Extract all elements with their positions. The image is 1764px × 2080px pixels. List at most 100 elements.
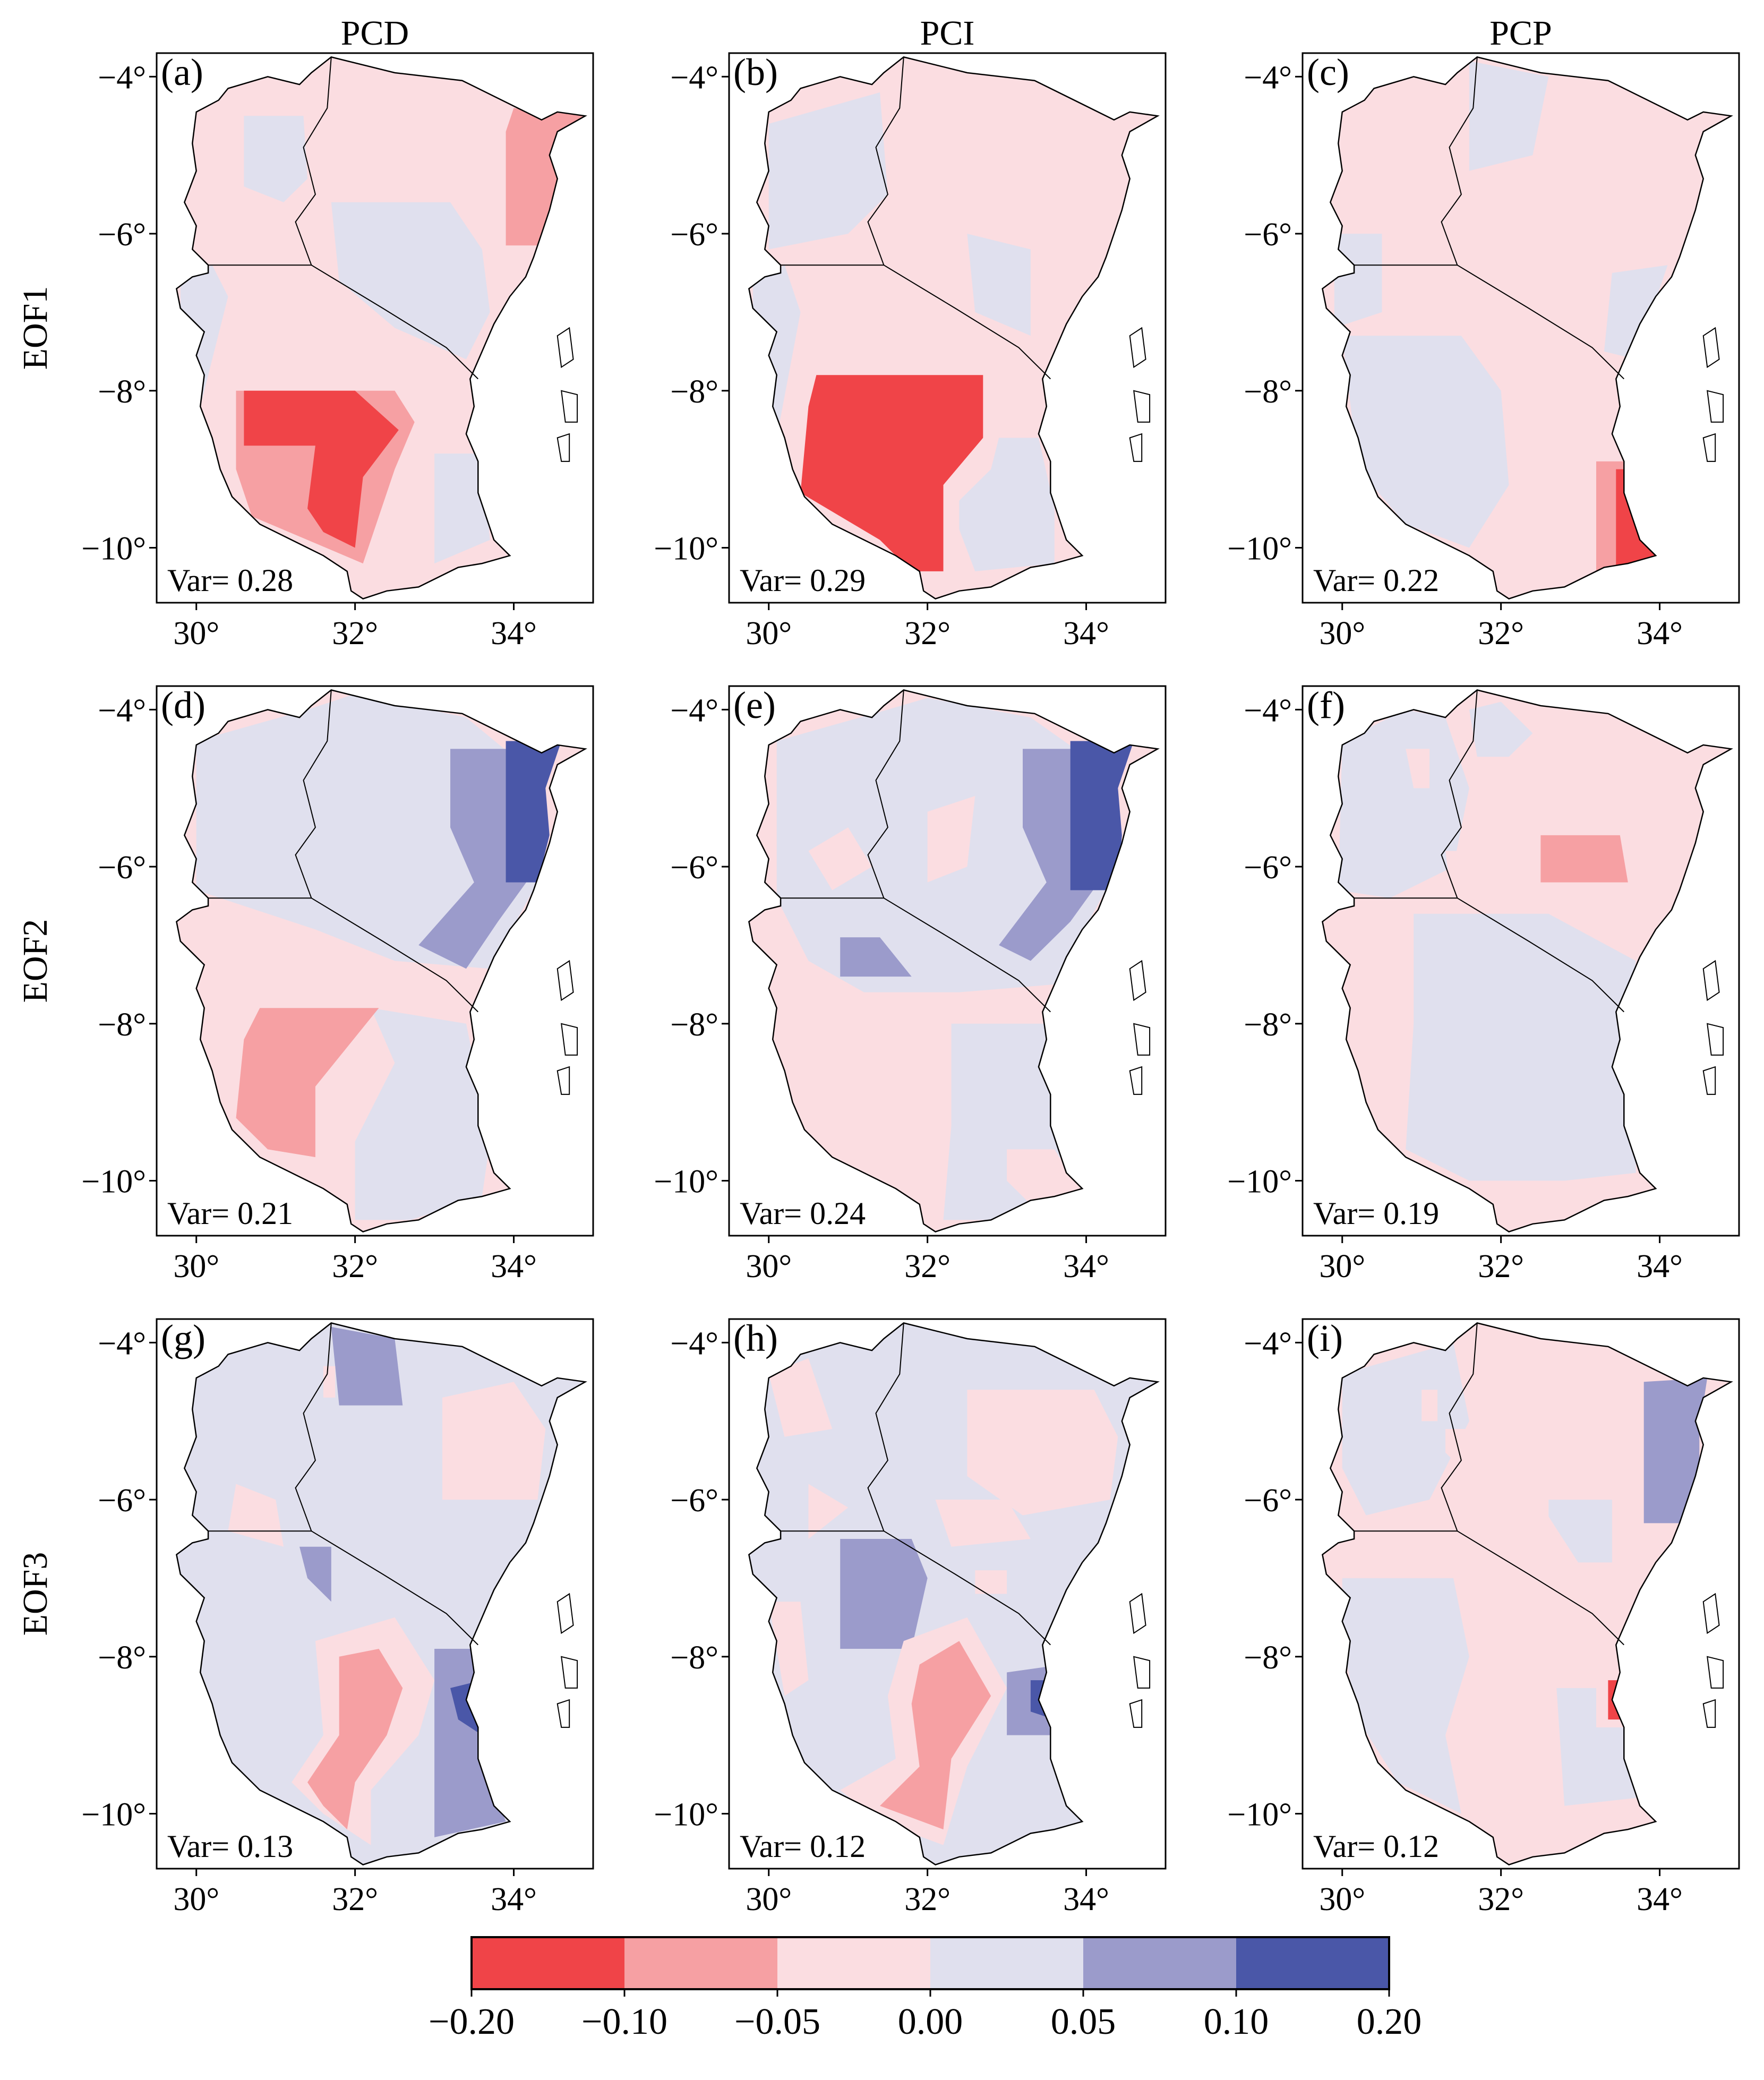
lon-tick-label: 32° <box>332 615 378 652</box>
lat-tick-label: −6° <box>98 217 146 253</box>
lon-tick-label: 30° <box>1319 1248 1365 1285</box>
border-line <box>781 264 1051 380</box>
panel-frame <box>1301 52 1740 604</box>
border-line <box>295 1323 332 1531</box>
panel-i: −4° −6° −8° −10° 30° 32° 34° (i) Var= 0.12 <box>1227 1317 1740 1918</box>
contour-region <box>1334 234 1382 328</box>
island-outline <box>1707 1656 1724 1689</box>
lat-tick-label: −8° <box>1244 1640 1292 1676</box>
contour-regions <box>180 108 586 587</box>
island-outline <box>1702 433 1716 462</box>
contour-regions <box>1334 61 1668 587</box>
row-title: EOF2 <box>16 919 55 1003</box>
contour-region <box>244 390 399 548</box>
colorbar-segment <box>472 1937 625 1989</box>
lat-tick-label: −6° <box>1244 217 1292 253</box>
lat-tick-label: −6° <box>670 217 718 253</box>
contour-region <box>927 796 975 883</box>
contour-region <box>768 1602 809 1696</box>
contour-region <box>1604 265 1668 359</box>
contour-region <box>1342 1342 1469 1516</box>
lat-tick-label: −6° <box>1244 850 1292 886</box>
panel-frame <box>156 1318 594 1870</box>
lon-tick-label: 32° <box>904 1248 950 1285</box>
contour-region <box>1342 1578 1469 1814</box>
var-label: Var= 0.12 <box>1313 1829 1439 1864</box>
contour-region <box>935 1500 1031 1547</box>
island-outline <box>1707 390 1724 423</box>
contour-region <box>299 1546 331 1602</box>
lon-tick-label: 30° <box>746 615 792 652</box>
panel-d: −4° −6° −8° −10° 30° 32° 34° (d) Var= 0.21 <box>81 684 594 1285</box>
island-outline <box>1702 1066 1716 1095</box>
lat-tick-label: −10° <box>654 531 718 567</box>
border-line <box>867 1323 904 1531</box>
panel-label: (g) <box>161 1317 205 1359</box>
lat-tick-label: −6° <box>670 1483 718 1519</box>
panel-label: (i) <box>1307 1317 1343 1359</box>
lat-tick-label: −4° <box>98 1325 146 1362</box>
lon-tick-label: 32° <box>332 1881 378 1918</box>
panel-frame <box>728 1318 1167 1870</box>
contour-region <box>1406 749 1430 789</box>
contour-region <box>506 108 586 246</box>
row-title: EOF1 <box>16 286 55 370</box>
island-outline <box>556 1699 570 1728</box>
column-title: PCP <box>1489 14 1552 53</box>
var-label: Var= 0.21 <box>167 1196 293 1231</box>
island-outline <box>561 1023 578 1056</box>
lon-tick-label: 34° <box>491 1881 537 1918</box>
colorbar-segment <box>1236 1937 1390 1989</box>
contour-region <box>1509 1436 1541 1461</box>
lat-tick-label: −6° <box>1244 1483 1292 1519</box>
contour-region <box>434 1649 506 1837</box>
lat-tick-label: −6° <box>98 1483 146 1519</box>
island-outline <box>1129 327 1146 369</box>
contour-region <box>331 202 490 359</box>
contour-regions <box>1342 1342 1708 1814</box>
lat-tick-label: −8° <box>98 1640 146 1676</box>
lat-tick-label: −8° <box>670 1007 718 1043</box>
lon-tick-label: 30° <box>173 1881 219 1918</box>
island-outline <box>1129 960 1146 1002</box>
island-outline <box>1133 1023 1151 1056</box>
panel-label: (a) <box>161 51 203 93</box>
contour-regions <box>180 1326 546 1861</box>
lat-tick-label: −10° <box>81 531 146 567</box>
contour-region <box>1469 61 1549 171</box>
contour-region <box>323 1366 336 1398</box>
border-line <box>867 57 904 266</box>
panel-frame <box>728 52 1167 604</box>
border-line <box>208 1530 479 1646</box>
contour-region <box>1007 1149 1078 1204</box>
panel-frame <box>156 52 594 604</box>
column-title: PCD <box>341 14 409 53</box>
panel-f: −4° −6° −8° −10° 30° 32° 34° (f) Var= 0.19 <box>1227 684 1740 1285</box>
border-line <box>1441 57 1478 266</box>
lat-tick-label: −10° <box>1227 531 1292 567</box>
border-line <box>1354 1530 1625 1646</box>
lon-tick-label: 34° <box>1637 1248 1683 1285</box>
contour-region <box>1406 913 1636 1181</box>
lat-tick-label: −4° <box>670 692 718 729</box>
border-line <box>1354 264 1625 380</box>
panel-frame <box>156 685 594 1237</box>
border-line <box>295 690 332 898</box>
country-outline <box>1322 1322 1733 1865</box>
lon-tick-label: 30° <box>173 1248 219 1285</box>
country-outline <box>1322 56 1733 600</box>
lat-tick-label: −8° <box>1244 1007 1292 1043</box>
contour-region <box>506 741 562 883</box>
contour-region <box>434 453 490 564</box>
border-line <box>295 57 332 266</box>
contour-regions <box>1338 701 1636 1181</box>
country-outline <box>748 1322 1160 1865</box>
island-outline <box>561 390 578 423</box>
border-line <box>208 264 479 380</box>
contour-region <box>800 375 983 571</box>
contour-region <box>307 1649 403 1830</box>
colorbar: −0.20 −0.10 −0.05 0.00 0.05 0.10 0.20 <box>429 1936 1422 2042</box>
border-line <box>1441 1323 1478 1531</box>
lat-tick-label: −10° <box>654 1164 718 1200</box>
border-line <box>1354 897 1625 1013</box>
